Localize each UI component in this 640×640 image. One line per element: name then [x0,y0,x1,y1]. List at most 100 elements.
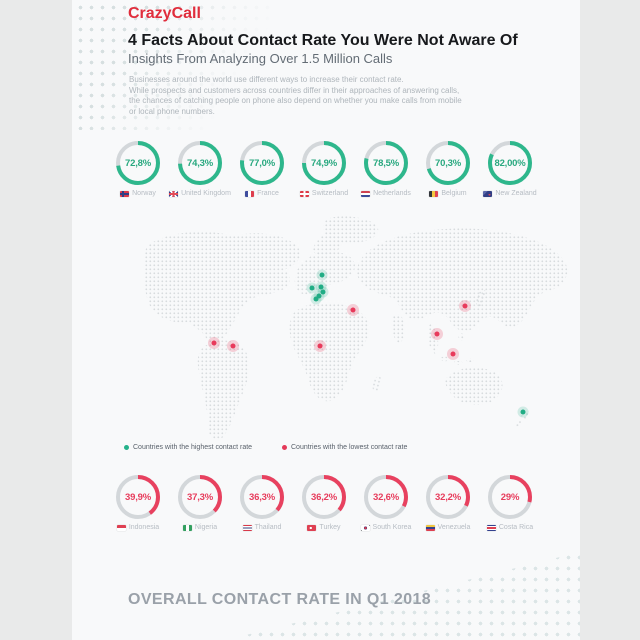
gauge-value: 32,2% [435,491,461,503]
page-subtitle: Insights From Analyzing Over 1.5 Million… [128,51,393,66]
country-name: Thailand [254,524,282,531]
contact-rate-gauge: 70,3% Belgium [417,140,479,197]
legend-dot-high-icon [124,445,129,450]
country-flag-icon [169,190,179,197]
country-flag-icon [182,524,192,531]
country-label: Turkey [293,524,355,531]
country-name: France [257,190,279,197]
world-map-continents [145,216,568,441]
gauge-value: 74,9% [311,157,337,169]
country-label: Costa Rica [479,524,541,531]
gauge-value: 39,9% [125,491,151,503]
donut-ring: 77,0% [239,140,285,186]
gauge-value: 74,3% [187,157,213,169]
country-flag-icon [486,524,496,531]
donut-ring: 37,3% [177,474,223,520]
country-label: Belgium [417,190,479,197]
legend-high-label: Countries with the highest contact rate [133,444,253,451]
crazycall-logo: CrazyCall [128,5,201,22]
map-marker-high [309,285,315,291]
contact-rate-gauge: 32,2% Venezuela [417,474,479,531]
country-label: Switzerland [293,190,355,197]
contact-rate-gauge: 78,5% Netherlands [355,140,417,197]
map-marker-high [313,296,319,302]
legend-lowest: Countries with the lowest contact rate [282,444,407,451]
donut-ring: 74,9% [301,140,347,186]
donut-ring: 72,8% [115,140,161,186]
contact-rate-gauge: 77,0% France [231,140,293,197]
country-label: Netherlands [355,190,417,197]
country-name: Belgium [441,190,467,197]
country-name: Nigeria [194,524,218,531]
donut-ring: 32,6% [363,474,409,520]
gauge-value: 37,3% [187,491,213,503]
country-flag-icon [361,190,371,197]
legend-low-label: Countries with the lowest contact rate [291,444,408,451]
donut-ring: 82,00% [487,140,533,186]
country-label: France [231,190,293,197]
contact-rate-gauge: 29% Costa Rica [479,474,541,531]
country-flag-icon [120,190,130,197]
gauge-value: 29% [500,491,520,503]
map-marker-low [462,303,468,309]
lowest-contact-rate-gauges: 39,9% Indonesia 37,3% Nigeria [107,474,545,531]
country-label: Venezuela [417,524,479,531]
donut-ring: 36,3% [239,474,285,520]
contact-rate-gauge: 74,3% United Kingdom [169,140,231,197]
gauge-value: 77,0% [249,157,275,169]
contact-rate-gauge: 39,9% Indonesia [107,474,169,531]
legend-highest: Countries with the highest contact rate [124,444,252,451]
contact-rate-gauge: 74,9% Switzerland [293,140,355,197]
decorative-dots-top-left [75,2,271,130]
country-label: New Zealand [479,190,541,197]
intro-paragraph: Businesses around the world use differen… [129,75,462,116]
map-marker-low [230,343,236,349]
map-marker-high [319,272,325,278]
country-flag-icon [360,524,370,531]
gauge-value: 36,2% [311,491,337,503]
contact-rate-gauge: 36,2% Turkey [293,474,355,531]
country-flag-icon [429,190,439,197]
world-map [145,216,577,444]
country-label: Thailand [231,524,293,531]
country-flag-icon [425,524,435,531]
country-flag-icon [116,524,126,531]
highest-contact-rate-gauges: 72,8% Norway 74,3% United Kingdom [107,140,545,197]
donut-ring: 29% [487,474,533,520]
page-title: 4 Facts About Contact Rate You Were Not … [128,32,518,49]
country-name: Venezuela [437,524,471,531]
country-label: Indonesia [107,524,169,531]
section-title-overall-rate: OVERALL CONTACT RATE IN Q1 2018 [128,591,432,608]
gauge-value: 78,5% [373,157,399,169]
donut-ring: 36,2% [301,474,347,520]
gauge-value: 82,00% [494,157,526,169]
gauge-value: 36,3% [249,491,275,503]
country-name: Costa Rica [498,524,534,531]
infographic-card: CrazyCall 4 Facts About Contact Rate You… [72,0,580,640]
gauge-value: 72,8% [125,157,151,169]
map-marker-low [211,340,217,346]
donut-ring: 70,3% [425,140,471,186]
country-name: Indonesia [128,524,160,531]
country-name: Norway [132,190,156,197]
country-name: Netherlands [373,190,411,197]
country-name: New Zealand [495,190,537,197]
donut-ring: 39,9% [115,474,161,520]
gauge-value: 32,6% [373,491,399,503]
donut-ring: 32,2% [425,474,471,520]
country-label: United Kingdom [169,190,231,197]
map-marker-low [317,343,323,349]
contact-rate-gauge: 82,00% New Zealand [479,140,541,197]
contact-rate-gauge: 32,6% South Korea [355,474,417,531]
country-label: Norway [107,190,169,197]
contact-rate-gauge: 37,3% Nigeria [169,474,231,531]
map-marker-high [320,289,326,295]
map-marker-high [316,293,322,299]
country-flag-icon [483,190,493,197]
country-label: Nigeria [169,524,231,531]
legend-dot-low-icon [282,445,287,450]
country-flag-icon [307,524,317,531]
country-flag-icon [242,524,252,531]
map-marker-low [450,351,456,357]
